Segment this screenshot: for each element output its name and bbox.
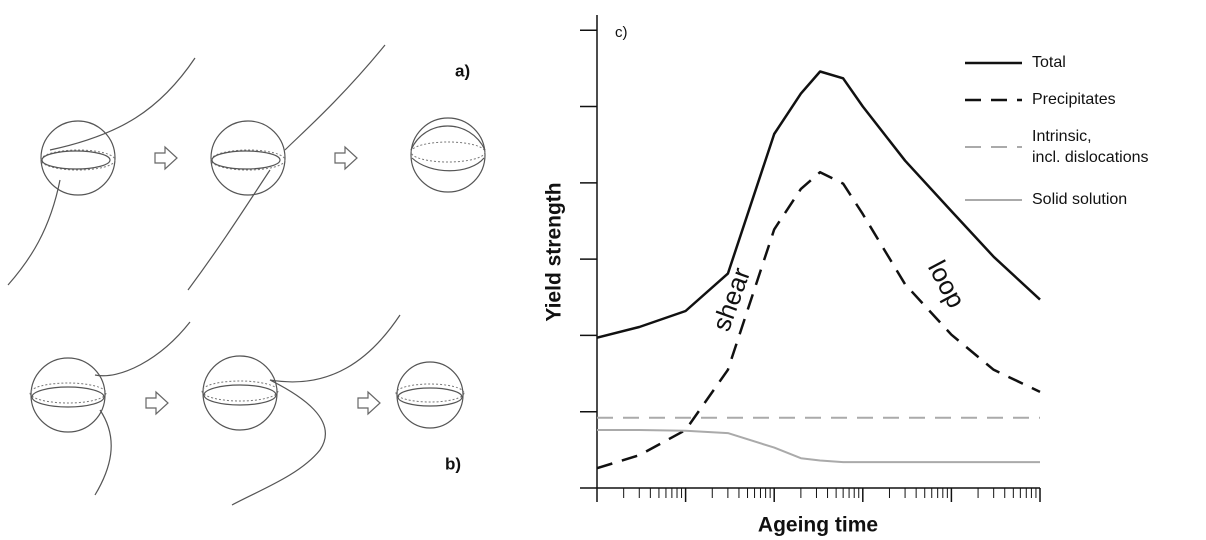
panel-label: b) — [445, 454, 461, 473]
x-axis-label: Ageing time — [758, 514, 878, 537]
y-axis-label: Yield strength — [543, 182, 566, 321]
annotation: shear — [706, 263, 757, 335]
chart: c) Ageing time Yield strength shear loop… — [543, 15, 1149, 537]
legend-label: Total — [1032, 54, 1066, 71]
series-line — [597, 429, 1040, 464]
mechanism-sketches: a) b) — [7, 44, 486, 506]
legend-label: Precipitates — [1032, 91, 1116, 108]
series-line — [596, 70, 1041, 339]
annotation: loop — [922, 255, 972, 312]
panel-label: c) — [615, 24, 628, 41]
legend-label: Intrinsic, incl. dislocations — [1032, 128, 1149, 166]
panel-label: a) — [455, 61, 470, 80]
legend-label: Solid solution — [1032, 191, 1127, 208]
series-line — [596, 170, 1041, 470]
